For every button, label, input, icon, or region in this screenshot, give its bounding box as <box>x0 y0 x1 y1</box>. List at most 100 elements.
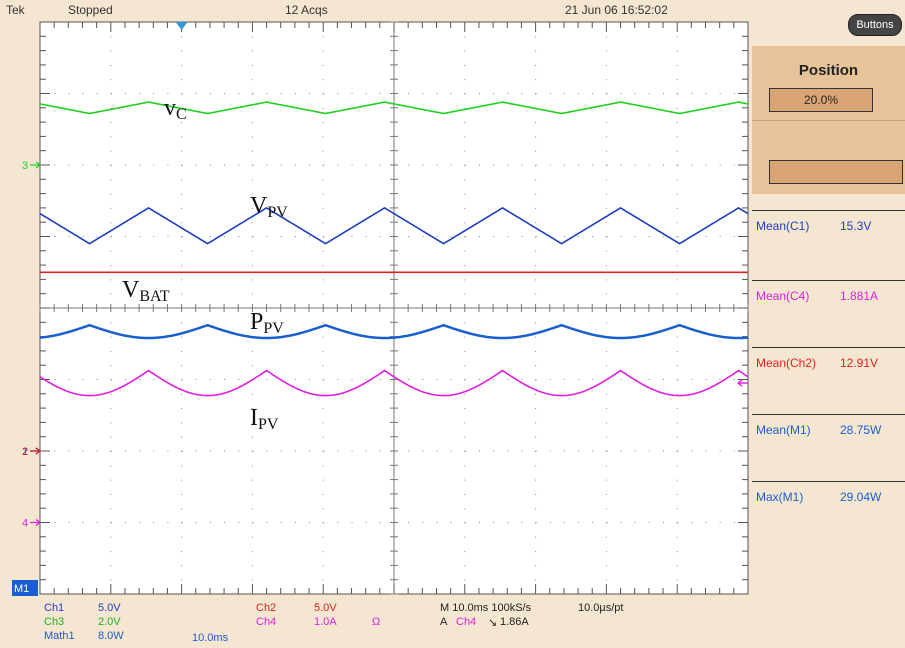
annotation-sub: BAT <box>139 288 170 305</box>
grid-dot <box>195 379 197 380</box>
grid-dot <box>251 365 253 367</box>
grid-dot <box>139 164 141 166</box>
grid-dot <box>436 164 438 166</box>
grid-dot <box>251 422 253 424</box>
measurement-value: 12.91V <box>840 356 879 370</box>
grid-dot <box>507 450 509 452</box>
grid-dot <box>592 164 594 166</box>
marker-ch2[interactable]: 2 <box>22 446 42 458</box>
buttons-button[interactable]: Buttons <box>848 14 902 36</box>
channel-markers: 3 12 4 M1 <box>12 160 748 596</box>
grid-dot <box>464 207 466 209</box>
grid-dot <box>535 508 537 510</box>
empty-menu-field[interactable] <box>769 160 903 184</box>
grid-dot <box>676 136 678 138</box>
grid-dot <box>322 350 324 352</box>
grid-dot <box>535 579 537 581</box>
grid-dot <box>620 93 622 94</box>
grid-dot <box>535 279 537 281</box>
grid-dot <box>266 379 268 380</box>
grid-dot <box>280 164 282 166</box>
grid-dot <box>605 193 607 195</box>
grid-dot <box>351 379 353 380</box>
grid-dot <box>323 93 325 94</box>
grid-dot <box>54 93 56 94</box>
ch2-scale: 5.0V <box>314 602 337 614</box>
grid-dot <box>605 79 607 81</box>
grid-dot <box>578 93 580 94</box>
grid-dot <box>464 365 466 367</box>
grid-dot <box>676 336 678 338</box>
marker-ch3[interactable]: 3 <box>22 160 42 172</box>
menu-divider <box>752 120 905 121</box>
grid-dot <box>648 236 650 237</box>
grid-dot <box>605 408 607 410</box>
grid-dot <box>676 565 678 567</box>
grid-dot <box>110 479 112 481</box>
grid-dot <box>251 107 253 109</box>
grid-dot <box>605 579 607 581</box>
grid-dot <box>605 150 607 152</box>
grid-dot <box>478 164 480 166</box>
grid-dot <box>96 164 98 166</box>
grid-dot <box>224 522 226 523</box>
acquisition-count: 12 Acqs <box>285 3 328 17</box>
grid-dot <box>676 365 678 367</box>
trigger-level-icon[interactable] <box>736 379 748 387</box>
grid-dot <box>96 379 98 380</box>
waveform-ch3 <box>39 101 749 115</box>
grid-dot <box>663 93 665 94</box>
grid-dot <box>181 350 183 352</box>
grid-dot <box>535 408 537 410</box>
grid-dot <box>648 379 650 380</box>
grid-dot <box>507 379 509 380</box>
grid-dot <box>676 107 678 109</box>
grid-dot <box>110 79 112 81</box>
grid-dot <box>110 336 112 338</box>
grid-dot <box>464 164 466 166</box>
grid-dot <box>676 393 678 395</box>
grid-dot <box>96 93 98 94</box>
marker-ch4[interactable]: 4 <box>22 518 42 530</box>
grid-dot <box>606 522 608 523</box>
grid-dot <box>181 122 183 124</box>
grid-dot <box>365 236 367 237</box>
annotation-sub: PV <box>263 320 284 337</box>
position-value-field[interactable]: 20.0% <box>769 88 873 112</box>
grid-dot <box>110 508 112 510</box>
grid-dot <box>450 236 452 237</box>
annotation-vpv: VPV <box>250 194 288 221</box>
grid-dot <box>68 379 70 380</box>
grid-dot <box>549 450 551 452</box>
sample-interval: 10.0µs/pt <box>578 602 624 614</box>
grid-dot <box>422 236 424 237</box>
grid-dot <box>251 551 253 553</box>
marker-label: 3 <box>22 160 28 172</box>
grid-dot <box>195 450 197 452</box>
grid-dot <box>181 493 183 495</box>
grid-dot <box>676 50 678 52</box>
grid-dot <box>322 207 324 209</box>
grid-dot <box>68 450 70 452</box>
grid-dot <box>139 93 141 94</box>
marker-math[interactable]: M1 <box>12 580 38 596</box>
grid-dot <box>634 236 636 237</box>
grid-dot <box>605 393 607 395</box>
grid-dot <box>464 336 466 338</box>
grid-dot <box>507 522 509 523</box>
ch3-scale: 2.0V <box>98 616 121 628</box>
grid-dot <box>82 450 84 452</box>
grid-dot <box>648 450 650 452</box>
grid-dot <box>563 93 565 94</box>
grid-dot <box>535 93 537 94</box>
ch4-scale: 1.0A <box>314 616 337 628</box>
grid-dot <box>436 236 438 237</box>
grid-dot <box>535 122 537 124</box>
grid-dot <box>181 250 183 252</box>
grid-dot <box>464 107 466 109</box>
trigger-position-icon[interactable] <box>175 22 188 30</box>
grid-dot <box>322 365 324 367</box>
marker-arrow-icon <box>30 161 42 169</box>
grid-dot <box>605 508 607 510</box>
grid-dot <box>705 379 707 380</box>
